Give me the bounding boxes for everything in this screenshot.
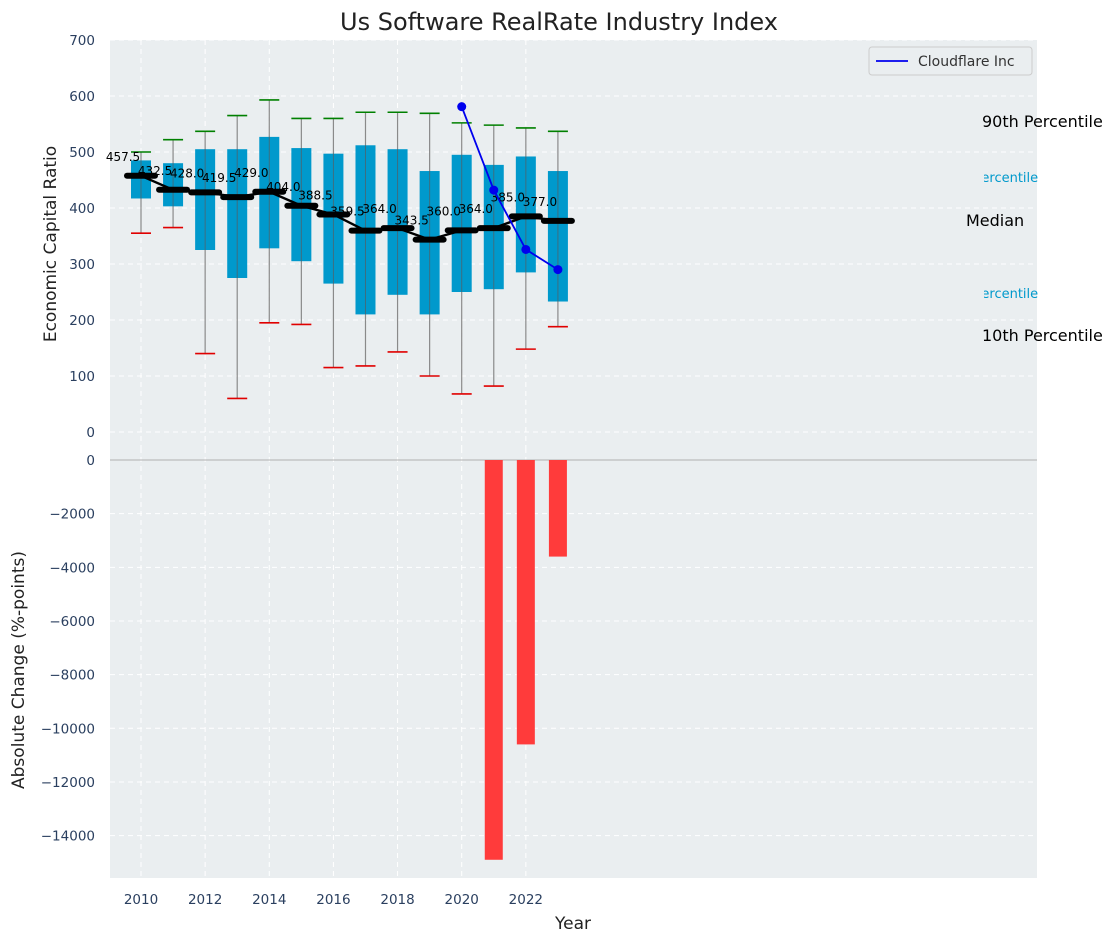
company-point — [457, 102, 467, 112]
legend-box — [868, 46, 1033, 76]
median-value-label: 428.0 — [170, 166, 204, 180]
top-y-tick-label: 100 — [69, 369, 95, 385]
bottom-y-tick-label: −2000 — [49, 507, 95, 523]
bars — [484, 460, 567, 860]
top-panel: 0 100 200 300 400 500 600 700 457.5432.5428.041… — [41, 33, 1103, 448]
bottom-y-axis-label: Absolute Change (%-points) — [9, 551, 29, 789]
median-value-label: 360.0 — [427, 204, 461, 218]
median-value-label: 359.5 — [330, 205, 364, 219]
top-y-tick-label: 300 — [69, 257, 95, 273]
bottom-grid — [110, 448, 1037, 878]
median-value-label: 429.0 — [234, 166, 268, 180]
company-point — [553, 265, 563, 275]
bottom-y-tick-label: −14000 — [41, 829, 95, 845]
bottom-panel: 0−2000−4000−6000−8000−10000−12000−14000 … — [9, 448, 1037, 934]
x-axis-label: Year — [554, 914, 591, 934]
median-value-label: 388.5 — [298, 188, 332, 202]
p75-label: 75th Percentile — [940, 171, 1038, 186]
company-line — [460, 106, 559, 271]
x-tick-label: 2014 — [252, 892, 286, 908]
bottom-plot-background — [110, 448, 1037, 878]
top-y-tick-label: 500 — [69, 145, 95, 161]
bottom-y-tick-label: −10000 — [41, 721, 95, 737]
top-y-tick-label: 400 — [69, 201, 95, 217]
top-plot-background — [110, 40, 1037, 448]
x-tick-label: 2018 — [380, 892, 414, 908]
top-y-tick-label: 200 — [69, 313, 95, 329]
top-y-tick-label: 600 — [69, 89, 95, 105]
bottom-y-ticks: 0 −2000 −4000 −6000 −8000 −10000 −12000 −14000 — [41, 453, 95, 845]
bottom-y-tick-label: 0 — [86, 453, 95, 469]
change-bar — [516, 460, 535, 745]
chart-title: Us Software RealRate Industry Index — [340, 8, 778, 36]
median-value-label: 377.0 — [523, 195, 557, 209]
median-value-label: 419.5 — [202, 171, 236, 185]
x-tick-label: 2012 — [188, 892, 222, 908]
x-ticks: 2010 2012 2014 2016 2018 2020 2022 — [124, 892, 543, 908]
median-value-label: 364.0 — [362, 202, 396, 216]
percentile-labels: 90th Percentile 75th Percentile Median 2… — [940, 112, 1103, 345]
median-value-label: 343.5 — [394, 214, 428, 228]
median-line — [124, 172, 575, 243]
top-y-axis-label: Economic Capital Ratio — [41, 146, 61, 342]
x-tick-label: 2016 — [316, 892, 350, 908]
median-value-label: 404.0 — [266, 180, 300, 194]
median-value-label: 432.5 — [138, 164, 172, 178]
legend-label: Cloudflare Inc — [918, 54, 1015, 70]
x-tick-label: 2010 — [124, 892, 158, 908]
company-point — [521, 244, 531, 254]
bottom-y-tick-label: −12000 — [41, 775, 95, 791]
top-y-tick-label: 0 — [86, 425, 95, 441]
median-value-label: 364.0 — [459, 202, 493, 216]
legend: Cloudflare Inc — [868, 46, 1033, 76]
p90-label: 90th Percentile — [982, 112, 1103, 131]
bottom-y-tick-label: −6000 — [49, 614, 95, 630]
change-bar — [548, 460, 567, 557]
median-value-label: 457.5 — [106, 150, 140, 164]
bottom-y-tick-label: −4000 — [49, 560, 95, 576]
bottom-y-tick-label: −8000 — [49, 668, 95, 684]
x-tick-label: 2022 — [509, 892, 543, 908]
p25-label: 25th Percentile — [940, 287, 1038, 302]
x-tick-label: 2020 — [445, 892, 479, 908]
change-bar — [484, 460, 503, 860]
p10-label: 10th Percentile — [982, 326, 1103, 345]
company-point — [489, 185, 499, 195]
company-series — [457, 102, 563, 275]
top-y-tick-label: 700 — [69, 33, 95, 49]
median-text-label: Median — [966, 211, 1024, 230]
top-y-ticks: 0 100 200 300 400 500 600 700 — [69, 33, 95, 441]
